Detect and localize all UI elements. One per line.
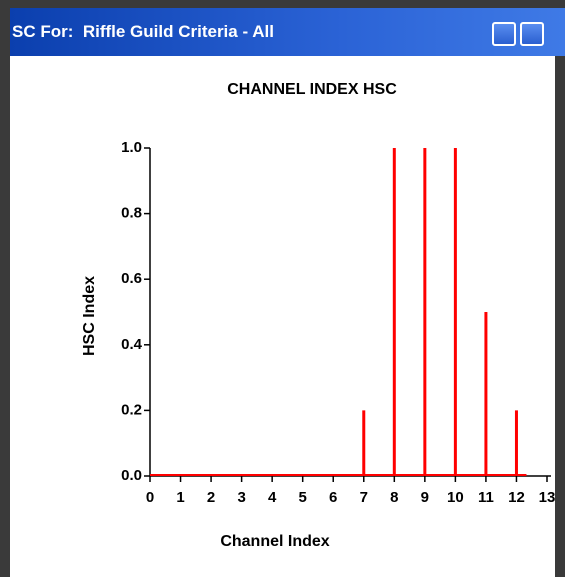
x-tick-label: 6 xyxy=(329,489,337,506)
y-tick-label: 0.8 xyxy=(121,205,142,222)
minimize-button[interactable] xyxy=(492,22,516,46)
x-axis-label: Channel Index xyxy=(220,533,329,550)
x-tick-label: 0 xyxy=(146,489,154,506)
y-axis-label: HSC Index xyxy=(81,276,98,356)
chart-title: CHANNEL INDEX HSC xyxy=(227,81,397,98)
x-tick-label: 7 xyxy=(360,489,368,506)
window-content: CHANNEL INDEX HSC Channel Index HSC Inde… xyxy=(10,56,555,577)
x-tick-label: 13 xyxy=(539,489,555,506)
chart: CHANNEL INDEX HSC Channel Index HSC Inde… xyxy=(81,81,555,550)
title-bar: SC For: Riffle Guild Criteria - All xyxy=(10,8,565,56)
y-tick-label: 1.0 xyxy=(121,139,142,156)
x-tick-label: 4 xyxy=(268,489,277,506)
x-tick-label: 5 xyxy=(299,489,307,506)
maximize-button[interactable] xyxy=(520,22,544,46)
x-tick-label: 10 xyxy=(447,489,464,506)
x-tick-label: 2 xyxy=(207,489,215,506)
y-tick-label: 0.4 xyxy=(121,336,143,353)
window-title: SC For: Riffle Guild Criteria - All xyxy=(12,22,274,41)
x-tick-label: 1 xyxy=(176,489,184,506)
y-tick-label: 0.0 xyxy=(121,467,142,484)
x-tick-label: 11 xyxy=(478,489,494,506)
x-tick-label: 8 xyxy=(390,489,398,506)
x-tick-label: 3 xyxy=(237,489,245,506)
y-tick-label: 0.2 xyxy=(121,401,142,418)
x-tick-label: 9 xyxy=(421,489,429,506)
x-tick-label: 12 xyxy=(508,489,525,506)
y-tick-label: 0.6 xyxy=(121,270,142,287)
